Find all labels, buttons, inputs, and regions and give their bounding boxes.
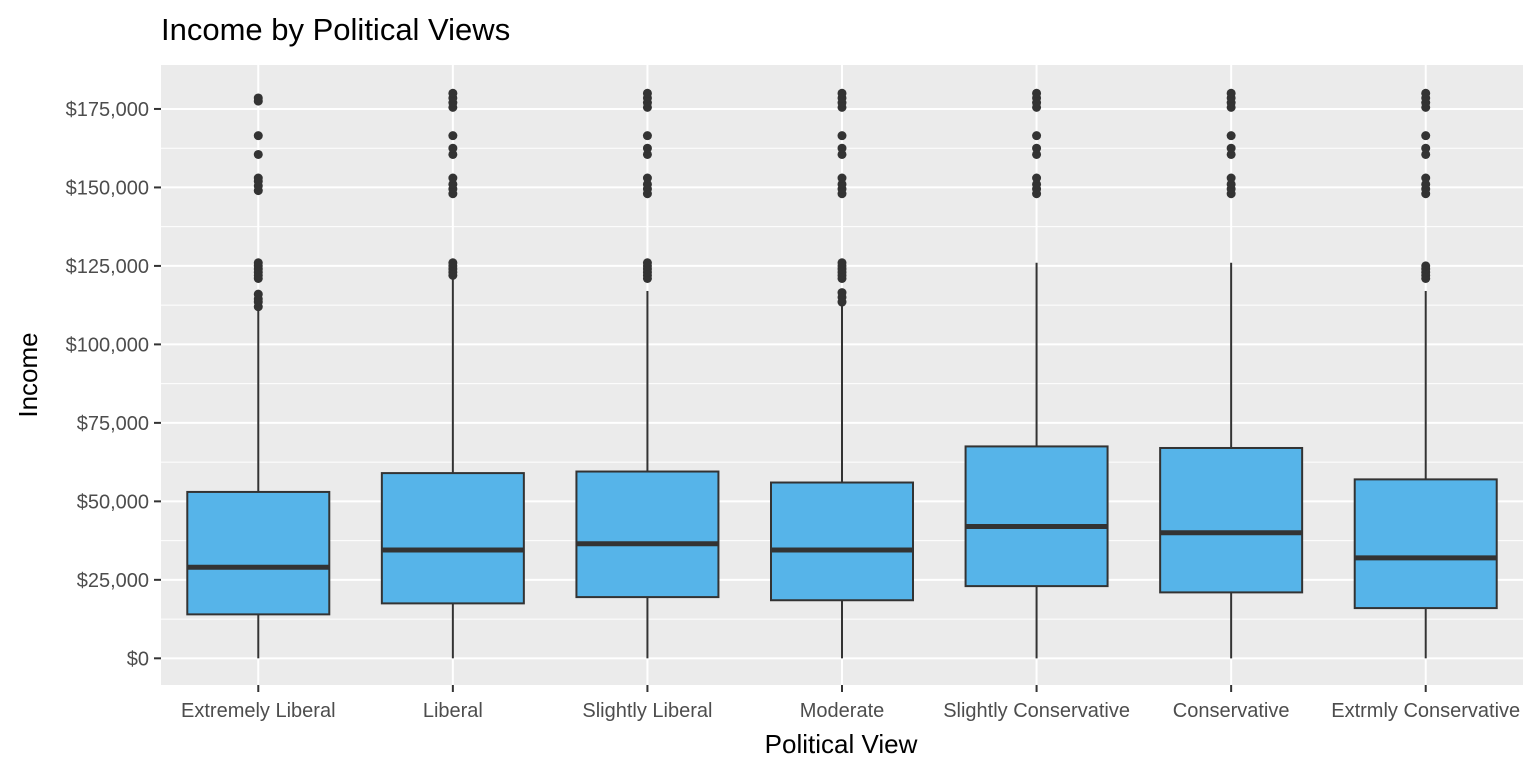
outlier-point	[448, 179, 458, 189]
outlier-point	[1032, 131, 1042, 141]
x-tick-label: Extrmly Conservative	[1331, 700, 1520, 722]
outlier-point	[837, 288, 847, 298]
outlier-point	[253, 149, 263, 159]
box-group	[186, 93, 331, 659]
outlier-point	[837, 88, 847, 98]
outlier-point	[253, 173, 263, 183]
y-tick-label: $0	[127, 648, 149, 670]
outlier-point	[642, 179, 652, 189]
outlier-point	[1032, 179, 1042, 189]
box-group	[964, 88, 1109, 659]
chart-title: Income by Political Views	[161, 12, 510, 47]
y-tick-label: $150,000	[66, 177, 149, 199]
y-axis-title: Income	[13, 332, 43, 417]
outlier-point	[253, 93, 263, 103]
outlier-point	[1226, 88, 1236, 98]
outlier-point	[253, 131, 263, 141]
box-iqr	[380, 472, 525, 605]
outlier-point	[1421, 261, 1431, 271]
outlier-point	[642, 143, 652, 153]
outlier-point	[448, 88, 458, 98]
outlier-point	[1421, 173, 1431, 183]
x-tick-label: Extremely Liberal	[181, 700, 336, 722]
outlier-point	[448, 173, 458, 183]
outlier-point	[642, 88, 652, 98]
outlier-point	[448, 143, 458, 153]
x-tick-label: Moderate	[800, 700, 885, 722]
outlier-point	[1421, 88, 1431, 98]
outlier-point	[253, 289, 263, 299]
outlier-point	[448, 131, 458, 141]
outlier-point	[1226, 173, 1236, 183]
outlier-point	[1032, 88, 1042, 98]
outlier-point	[1421, 179, 1431, 189]
box-iqr	[1159, 446, 1304, 594]
box-iqr	[575, 470, 720, 599]
outlier-point	[1032, 149, 1042, 159]
box-iqr	[186, 490, 331, 616]
outlier-point	[1421, 131, 1431, 141]
outlier-point	[837, 173, 847, 183]
outlier-point	[1226, 149, 1236, 159]
outlier-point	[837, 179, 847, 189]
box-group	[575, 88, 720, 659]
outlier-point	[1421, 149, 1431, 159]
y-tick-label: $75,000	[77, 413, 149, 435]
outlier-point	[253, 258, 263, 268]
outlier-point	[642, 149, 652, 159]
outlier-point	[837, 131, 847, 141]
outlier-point	[642, 131, 652, 141]
outlier-point	[837, 258, 847, 268]
box-group	[380, 88, 525, 659]
x-tick-label: Liberal	[423, 700, 483, 722]
box-iqr	[770, 481, 914, 602]
outlier-point	[642, 173, 652, 183]
y-tick-label: $50,000	[77, 491, 149, 513]
y-axis: $0 $25,000 $50,000 $75,000 $100,000 $125,000 $…	[66, 99, 161, 670]
x-tick-label: Conservative	[1173, 700, 1290, 722]
y-tick-label: $125,000	[66, 256, 149, 278]
box-group	[1159, 88, 1304, 659]
y-tick-label: $100,000	[66, 334, 149, 356]
outlier-point	[837, 143, 847, 153]
outlier-point	[1226, 179, 1236, 189]
outlier-point	[448, 258, 458, 268]
outlier-point	[1226, 131, 1236, 141]
outlier-point	[837, 149, 847, 159]
box-iqr	[1353, 478, 1498, 610]
box-iqr	[964, 445, 1109, 588]
x-axis-title: Political View	[765, 729, 918, 759]
outlier-point	[642, 258, 652, 268]
outlier-point	[1032, 143, 1042, 153]
box-group	[770, 88, 914, 659]
box-group	[1353, 88, 1498, 659]
boxes-layer	[186, 88, 1498, 659]
outlier-point	[448, 149, 458, 159]
outlier-point	[1032, 173, 1042, 183]
y-tick-label: $175,000	[66, 99, 149, 121]
x-tick-label: Slightly Conservative	[943, 700, 1130, 722]
y-tick-label: $25,000	[77, 570, 149, 592]
x-tick-label: Slightly Liberal	[582, 700, 712, 722]
outlier-point	[1421, 143, 1431, 153]
x-axis: Extremely Liberal Liberal Slightly Liberal…	[181, 685, 1520, 722]
outlier-point	[1226, 143, 1236, 153]
